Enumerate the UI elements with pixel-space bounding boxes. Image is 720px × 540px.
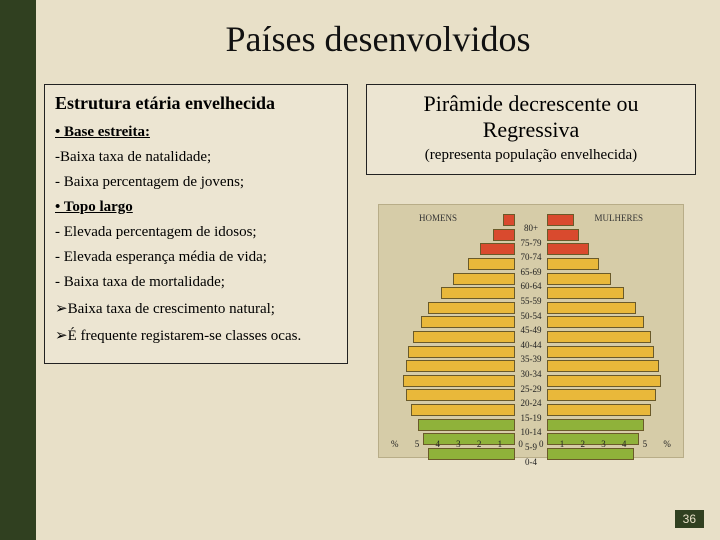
bar-female — [547, 243, 589, 255]
bar-male — [441, 287, 515, 299]
left-item: • Base estreita: — [55, 124, 337, 141]
bar-female — [547, 404, 651, 416]
bar-male — [428, 302, 515, 314]
bar-male — [403, 375, 515, 387]
pyramid-chart: HOMENS MULHERES 80+75-7970-7465-6960-645… — [378, 204, 684, 458]
bar-female — [547, 375, 661, 387]
bar-female — [547, 287, 624, 299]
bar-male — [493, 229, 515, 241]
bar-male — [421, 316, 515, 328]
bar-female — [547, 346, 654, 358]
left-item: ➢Baixa taxa de crescimento natural; — [55, 299, 337, 318]
left-column: Estrutura etária envelhecida • Base estr… — [44, 84, 348, 364]
bar-female — [547, 331, 651, 343]
slide-title: Países desenvolvidos — [36, 18, 720, 60]
bar-female — [547, 389, 656, 401]
bar-male — [468, 258, 515, 270]
pyramid-bars: 80+75-7970-7465-6960-6455-5950-5445-4940… — [391, 213, 671, 431]
bar-male — [453, 273, 515, 285]
bar-male — [411, 404, 515, 416]
bar-female — [547, 448, 634, 460]
bar-female — [547, 316, 644, 328]
bar-male — [418, 419, 515, 431]
bar-female — [547, 302, 636, 314]
bar-male — [428, 448, 515, 460]
age-axis: 80+75-7970-7465-6960-6455-5950-5445-4940… — [516, 221, 546, 469]
bar-female — [547, 273, 611, 285]
pyramid-title: Pirâmide decrescente ou Regressiva — [375, 91, 687, 143]
bar-male — [408, 346, 515, 358]
bar-male — [480, 243, 515, 255]
bar-female — [547, 258, 599, 270]
left-header: Estrutura etária envelhecida — [55, 93, 337, 114]
bar-male — [406, 389, 515, 401]
bar-female — [547, 214, 574, 226]
pyramid-subtitle: (representa população envelhecida) — [375, 147, 687, 164]
bar-female — [547, 360, 659, 372]
right-top-box: Pirâmide decrescente ou Regressiva (repr… — [366, 84, 696, 175]
bar-male — [503, 214, 515, 226]
slide-number: 36 — [675, 510, 704, 528]
left-item: -Baixa taxa de natalidade; — [55, 149, 337, 166]
left-item: • Topo largo — [55, 199, 337, 216]
side-accent — [0, 0, 36, 540]
bar-male — [406, 360, 515, 372]
left-item: - Elevada esperança média de vida; — [55, 249, 337, 266]
bar-male — [413, 331, 515, 343]
left-item: ➢É frequente registarem-se classes ocas. — [55, 326, 337, 345]
left-item: - Baixa percentagem de jovens; — [55, 174, 337, 191]
left-item: - Elevada percentagem de idosos; — [55, 224, 337, 241]
x-axis: %543210012345% — [391, 439, 671, 449]
bar-female — [547, 419, 644, 431]
bar-female — [547, 229, 579, 241]
left-item: - Baixa taxa de mortalidade; — [55, 274, 337, 291]
